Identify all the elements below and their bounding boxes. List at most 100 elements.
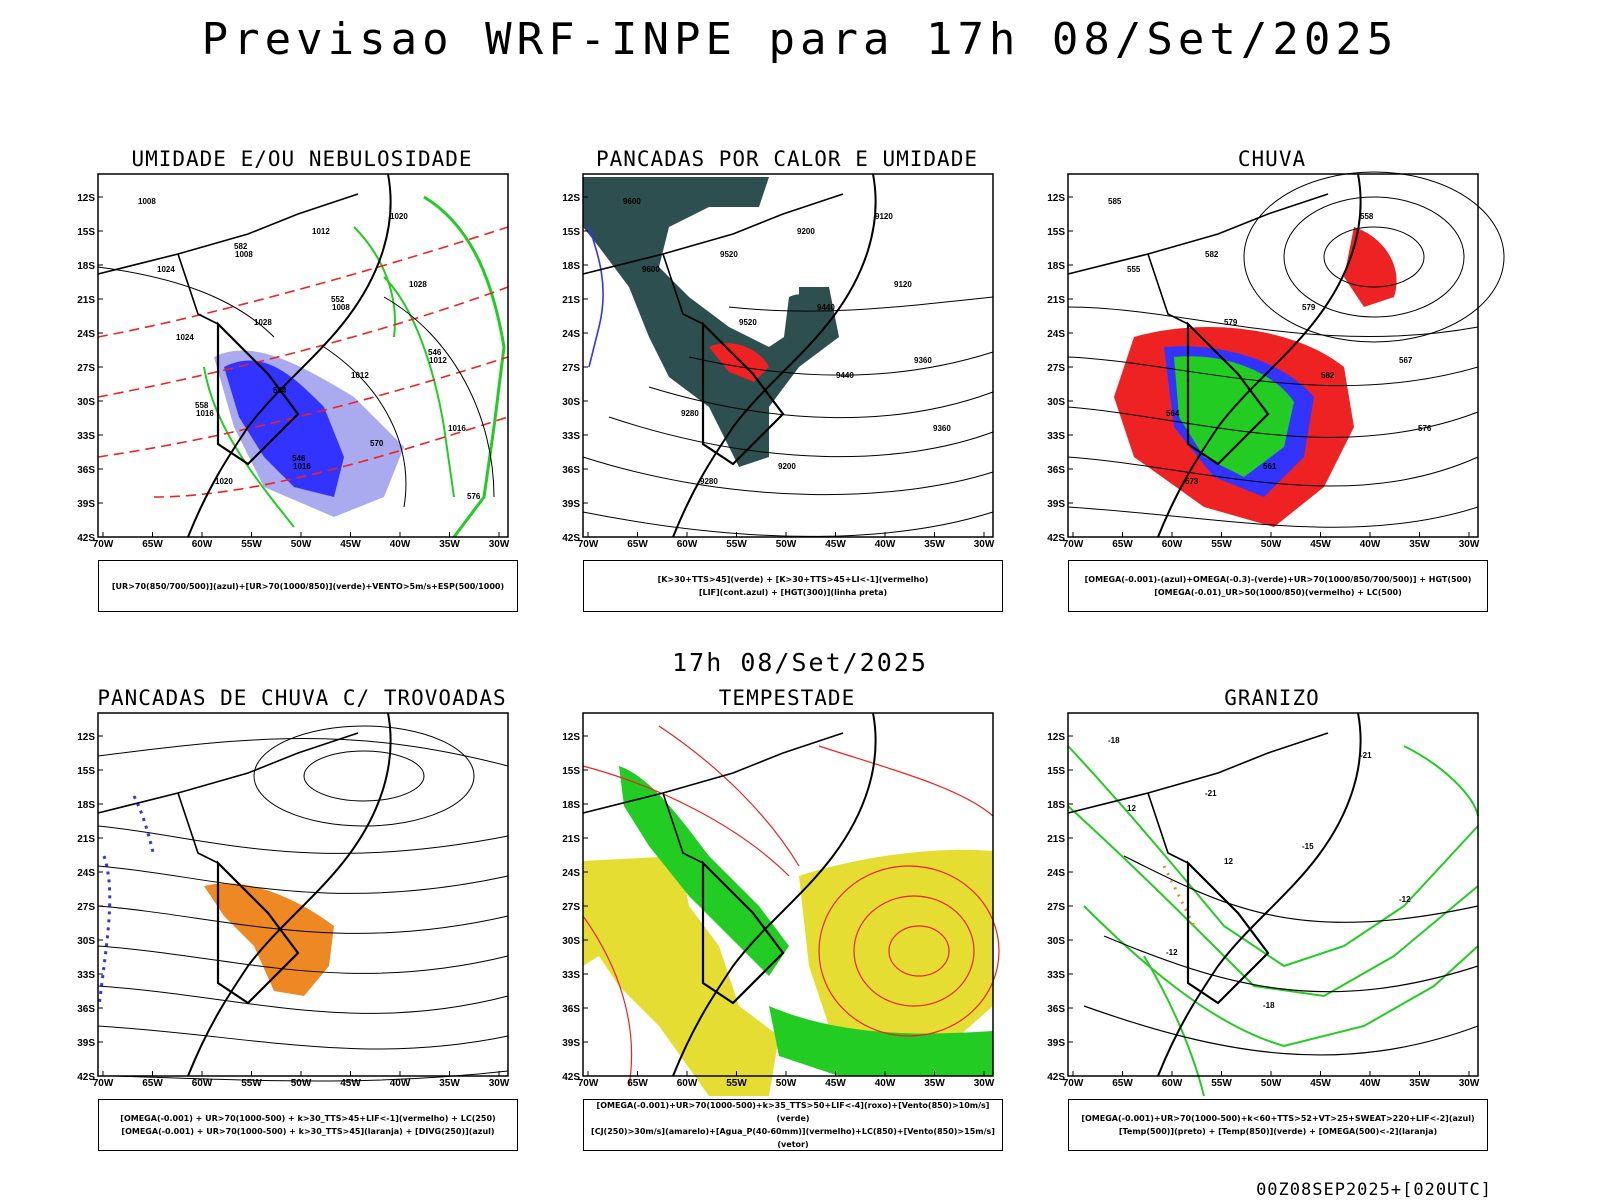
x-tick-label: 35W [1409,539,1430,550]
y-tick-label: 39S [77,1038,95,1049]
y-tick-label: 12S [77,732,95,743]
legend-line: [OMEGA(-0.001)+UR>70(1000-500)+k>35_TTS>… [596,1101,990,1123]
x-tick-label: 65W [142,539,163,550]
x-tick-label: 35W [439,539,460,550]
contour-label: 9120 [894,280,912,289]
map-frame: 70W 65W 60W 55W 50W 45W 40W 35W 30W 12S 15S 18S 21S 2… [77,173,510,550]
map-umidade: 70W 65W 60W 55W 50W 45W 40W 35W 30W 12S 15S 18S 21S 2… [77,173,510,550]
x-tick-label: 65W [1112,1078,1133,1089]
contour-label: 9360 [933,424,951,433]
y-tick-label: 39S [77,499,95,510]
x-tick-label: 40W [1360,539,1381,550]
border [1147,792,1189,864]
x-tick-label: 30W [489,539,510,550]
panel-tempestade: TEMPESTADE 70W 65W 60W 55W 50W 45W 40W 35W 30W 12… [539,686,1035,1156]
x-tick-label: 55W [241,1078,262,1089]
x-tick-label: 40W [390,1078,411,1089]
y-tick-label: 24S [1047,329,1065,340]
x-tick-label: 55W [1211,539,1232,550]
y-tick-label: 15S [1047,766,1065,777]
red-shade [709,343,769,382]
streamline [97,945,509,974]
x-tick-label: 45W [340,1078,361,1089]
green-contour [1403,745,1479,817]
map-frame: 70W 65W 60W 55W 50W 45W 40W 35W 30W 12S 15S 18S 21S 2… [562,173,995,550]
contour-label: 1020 [215,477,233,486]
legend-line: [K>30+TTS>45](verde) + [K>30+TTS>45+LI<-… [657,575,929,584]
y-tick-label: 21S [1047,834,1065,845]
x-tick-label: 35W [924,1078,945,1089]
contour-label: 9280 [700,477,718,486]
plot-frame [1067,712,1479,1077]
contour-label: 12 [1127,804,1136,813]
contour-label: -18 [1108,736,1120,745]
contour-label: 9520 [739,318,757,327]
x-tick-label: 70W [93,539,114,550]
panel-title: PANCADAS DE CHUVA C/ TROVOADAS [97,686,507,710]
black-contour [1067,456,1479,487]
y-tick-label: 12S [77,193,95,204]
y-tick-label: 39S [1047,1038,1065,1049]
shading-layer [582,725,1000,1096]
x-tick-label: 40W [390,539,411,550]
red-contour [658,725,800,867]
contour-label: 564 [1166,409,1180,418]
y-tick-label: 12S [562,193,580,204]
red-contour [888,925,950,977]
y-tick-label: 15S [562,766,580,777]
y-tick-label: 36S [77,465,95,476]
black-contour [648,386,994,419]
shading-layer [97,725,509,1082]
y-tick-label: 21S [562,295,580,306]
blue-contour [588,226,604,368]
y-tick-label: 27S [77,363,95,374]
panel-title: UMIDADE E/OU NEBULOSIDADE [131,147,473,171]
border [97,732,359,814]
x-tick-label: 45W [825,1078,846,1089]
contour-label: 1012 [351,371,369,380]
x-tick-label: 30W [1459,1078,1480,1089]
middle-title: 17h 08/Set/2025 [672,648,928,677]
y-tick-label: 21S [77,295,95,306]
border [1147,253,1189,325]
y-tick-label: 39S [562,1038,580,1049]
legend: [OMEGA(-0.001) + UR>70(1000-500) + k>30_… [98,1099,518,1151]
contour-label: 579 [1302,303,1316,312]
black-contour [1067,406,1479,438]
legend: [OMEGA(-0.001)+UR>70(1000-500)+k>35_TTS>… [583,1099,1003,1151]
contour-label: 558 [195,401,209,410]
contour-label: 9280 [681,409,699,418]
y-tick-label: 42S [1047,1072,1065,1083]
border [582,732,844,814]
black-contour [1123,855,1479,923]
x-tick-label: 70W [578,1078,599,1089]
border [177,253,219,325]
streamline [253,725,475,827]
blue-dots [97,855,112,1007]
y-tick-label: 24S [77,868,95,879]
black-contour [1103,935,1479,993]
x-tick-label: 35W [1409,1078,1430,1089]
y-tick-label: 18S [1047,800,1065,811]
x-tick-label: 55W [726,1078,747,1089]
legend: [K>30+TTS>45](verde) + [K>30+TTS>45+LI<-… [583,560,1003,612]
border [1067,193,1329,275]
border [97,193,359,275]
contour-label: 582 [1321,371,1335,380]
legend-line: [OMEGA(-0.001) + UR>70(1000-500) + k>30_… [121,1127,495,1136]
green-contour [1067,805,1479,998]
map-granizo: 70W 65W 60W 55W 50W 45W 40W 35W 30W 12S 15S 18S 21S 2… [1047,712,1480,1096]
black-contour [1323,226,1425,288]
x-tick-label: 60W [192,539,213,550]
yellow-shade [799,849,993,1046]
x-tick-label: 55W [1211,1078,1232,1089]
x-tick-label: 50W [776,539,797,550]
legend: [UR>70(850/700/500)](azul)+[UR>70(1000/8… [98,560,518,612]
contour-label: 1016 [448,424,466,433]
x-tick-label: 45W [1310,539,1331,550]
x-tick-label: 45W [340,539,361,550]
panel-granizo: GRANIZO 70W 65W 60W 55W 50W 45W 40W 35W 30W 12S 15… [1024,686,1520,1156]
legend-line: [OMEGA(-0.001) + UR>70(1000-500) + k>30_… [120,1114,496,1123]
panel-title: TEMPESTADE [718,686,856,710]
legend: [OMEGA(-0.001)+UR>70(1000-500)+k<60+TTS>… [1068,1099,1488,1151]
